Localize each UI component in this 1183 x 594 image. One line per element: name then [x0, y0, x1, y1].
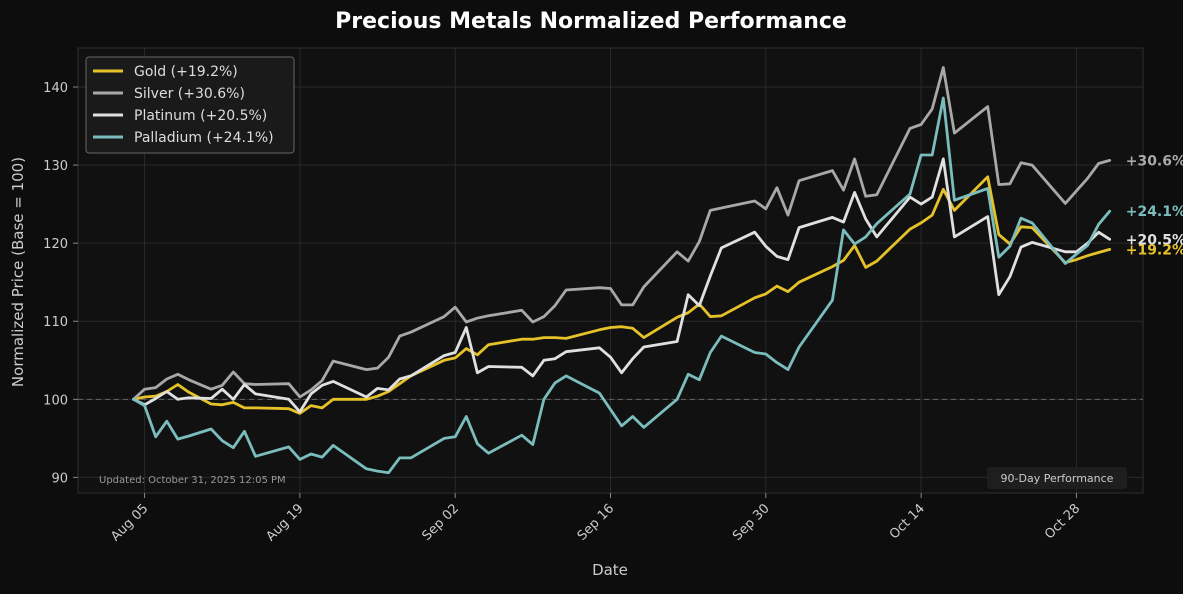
y-tick-label: 90 [51, 471, 68, 486]
y-tick-label: 100 [43, 393, 68, 408]
end-label-silver: +30.6% [1126, 153, 1183, 169]
y-tick-label: 110 [43, 315, 68, 330]
period-badge: 90-Day Performance [1001, 472, 1114, 485]
legend-label-gold: Gold (+19.2%) [134, 64, 238, 80]
series-line-platinum [132, 157, 1112, 414]
legend-box [85, 56, 295, 154]
x-axis-label: Date [592, 561, 628, 579]
y-tick-label: 130 [43, 159, 68, 174]
y-axis-label: Normalized Price (Base = 100) [9, 157, 27, 387]
y-tick-label: 140 [43, 81, 68, 96]
y-axis: 90 100 110 120 130 140 [43, 81, 78, 486]
legend-label-silver: Silver (+30.6%) [134, 86, 245, 102]
badge-box [987, 467, 1127, 489]
legend-label-platinum: Platinum (+20.5%) [134, 108, 267, 124]
series-line-gold [132, 175, 1112, 415]
series-line-palladium [132, 96, 1112, 475]
updated-footnote: Updated: October 31, 2025 12:05 PM [99, 475, 286, 486]
series-line-silver [132, 66, 1112, 401]
end-label-palladium: +24.1% [1126, 204, 1183, 220]
end-labels: +19.2% +30.6% +20.5% +24.1% [1126, 153, 1183, 258]
y-tick-label: 120 [43, 237, 68, 252]
chart-title: Precious Metals Normalized Performance [335, 9, 847, 34]
end-label-gold: +19.2% [1126, 242, 1183, 258]
end-label-platinum: +20.5% [1126, 232, 1183, 248]
legend: Gold (+19.2%) Silver (+30.6%) Platinum (… [85, 56, 295, 154]
legend-label-palladium: Palladium (+24.1%) [134, 130, 274, 146]
series-layer [132, 66, 1112, 475]
